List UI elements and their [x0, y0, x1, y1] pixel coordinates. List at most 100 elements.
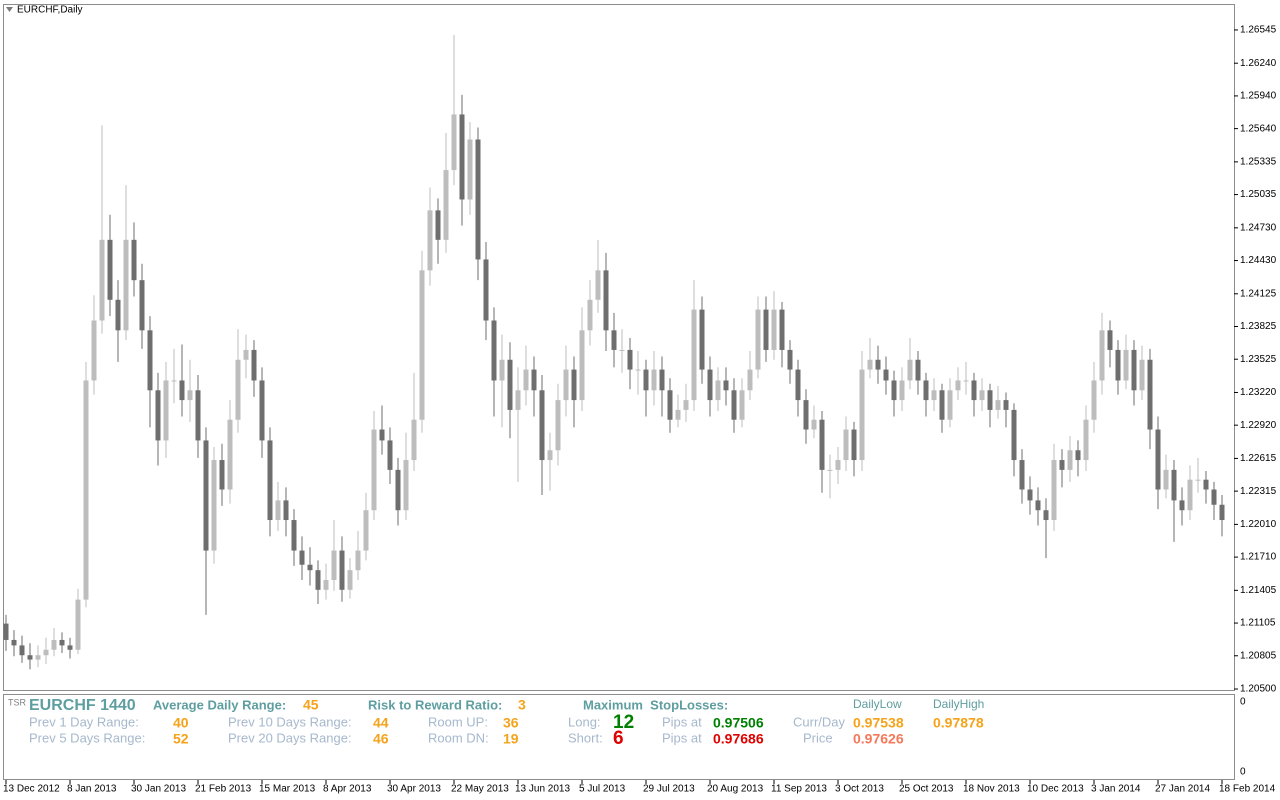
candle-body	[219, 460, 225, 490]
panel-tag: TSR	[8, 697, 27, 707]
rr-label: Risk to Reward Ratio:	[368, 697, 502, 712]
candle-body	[755, 309, 761, 370]
y-tick-label: 1.20805	[1240, 650, 1277, 661]
candle-body	[683, 400, 689, 410]
candle-body	[1115, 349, 1121, 381]
candle-body	[395, 469, 401, 511]
daily-low-label: DailyLow	[853, 697, 902, 711]
y-tick-label: 1.22315	[1240, 486, 1277, 497]
candle-body	[467, 139, 473, 200]
panel-symbol: EURCHF 1440	[29, 697, 136, 714]
candle-body	[643, 369, 649, 391]
candle-body	[555, 400, 561, 451]
candle-body	[275, 500, 281, 521]
candle-body	[939, 390, 945, 420]
y-tick-label: 1.26240	[1240, 58, 1277, 69]
candle-body	[987, 390, 993, 410]
candle-body	[867, 359, 873, 370]
candle-body	[475, 139, 481, 260]
prev5-label: Prev 5 Days Range:	[29, 730, 145, 745]
candle-body	[203, 440, 209, 551]
candle-body	[283, 500, 289, 521]
candle-body	[619, 349, 625, 351]
candle-body	[347, 570, 353, 590]
candle-body	[915, 359, 921, 381]
candle-body	[723, 380, 729, 391]
candle-body	[491, 320, 497, 381]
prev5-value: 52	[173, 731, 189, 747]
candle-body	[299, 550, 305, 565]
candle-body	[243, 349, 249, 360]
prev20-label: Prev 20 Days Range:	[228, 730, 352, 745]
candle-body	[731, 390, 737, 420]
candle-body	[955, 380, 961, 391]
candle-body	[99, 239, 105, 321]
short-label: Short:	[568, 730, 603, 745]
candle-body	[739, 390, 745, 420]
candle-body	[307, 564, 313, 571]
candle-body	[1155, 429, 1161, 490]
candle-body	[1019, 460, 1025, 490]
y-tick-label: 1.24430	[1240, 255, 1277, 266]
candle-body	[1075, 450, 1081, 461]
x-tick-label: 8 Apr 2013	[323, 784, 372, 795]
main-frame	[3, 4, 1235, 691]
candle-body	[931, 390, 937, 401]
x-tick-label: 29 Jul 2013	[643, 784, 695, 795]
candle-body	[659, 369, 665, 391]
y-tick-label: 1.21105	[1240, 618, 1276, 629]
candle-body	[923, 380, 929, 401]
candle-body	[291, 520, 297, 551]
candle-body	[699, 309, 705, 370]
x-tick-label: 15 Mar 2013	[259, 784, 316, 795]
x-tick-label: 11 Sep 2013	[771, 784, 827, 795]
y-tick-label: 1.25940	[1240, 91, 1277, 102]
candle-body	[715, 380, 721, 401]
y-tick-label: 1.25640	[1240, 123, 1277, 134]
candle-body	[851, 429, 857, 461]
candle-body	[875, 359, 881, 370]
candle-body	[315, 570, 321, 590]
candle-body	[1131, 349, 1137, 391]
candle-body	[419, 270, 425, 420]
y-tick-label: 1.26545	[1240, 25, 1277, 36]
candle-body	[171, 380, 177, 382]
candle-body	[195, 390, 201, 441]
curr-day-label: Curr/Day	[793, 714, 846, 729]
candle-body	[163, 380, 169, 441]
candle-body	[819, 419, 825, 470]
candle-body	[579, 330, 585, 401]
candle-body	[971, 380, 977, 401]
candle-body	[483, 259, 489, 321]
candle-body	[595, 270, 601, 300]
candles	[3, 34, 1225, 670]
candle-body	[339, 550, 345, 590]
adr-label: Average Daily Range:	[153, 697, 286, 712]
short-pips-label: Pips at	[662, 730, 702, 745]
candle-body	[1107, 330, 1113, 350]
candle-body	[187, 390, 193, 401]
candle-body	[1067, 450, 1073, 470]
candle-body	[899, 380, 905, 401]
x-tick-label: 27 Jan 2014	[1155, 784, 1210, 795]
candle-body	[571, 369, 577, 401]
candle-body	[147, 330, 153, 391]
candle-body	[1059, 460, 1065, 470]
candle-body	[1147, 359, 1153, 430]
candle-body	[331, 550, 337, 580]
candle-body	[811, 419, 817, 430]
candle-body	[323, 579, 329, 590]
candle-body	[67, 645, 73, 650]
candle-body	[3, 623, 9, 640]
candle-body	[531, 369, 537, 391]
candle-body	[627, 349, 633, 370]
y-tick-label: 1.23825	[1240, 321, 1277, 332]
y-tick-label: 1.22920	[1240, 420, 1277, 431]
candle-body	[795, 369, 801, 401]
candle-body	[355, 550, 361, 571]
y-tick-label: 1.25335	[1240, 157, 1277, 168]
candle-body	[747, 369, 753, 391]
y-tick-label: 1.21405	[1240, 585, 1277, 596]
candle-body	[131, 239, 137, 281]
